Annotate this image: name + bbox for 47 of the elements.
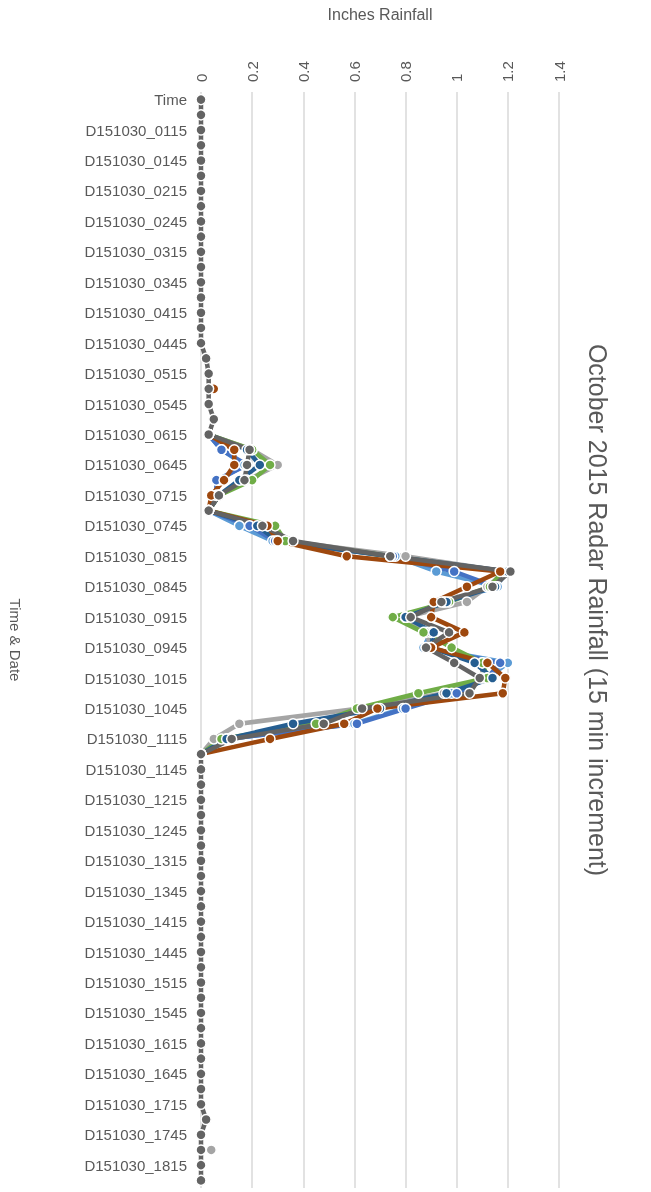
y-tick-label: D151030_1045	[84, 700, 187, 717]
y-tick-label: D151030_1015	[84, 669, 187, 687]
y-tick-label: D151030_0745	[84, 517, 187, 535]
y-tick-label: D151030_0245	[84, 212, 187, 230]
y-tick-label: D151030_1245	[84, 821, 187, 839]
y-tick-label: D151030_1645	[84, 1065, 187, 1083]
x-tick-label: 1.4	[550, 61, 568, 82]
y-tick-label: D151030_0115	[85, 121, 187, 139]
y-tick-label: D151030_1615	[84, 1034, 187, 1052]
y-tick-label: D151030_0545	[84, 395, 187, 413]
y-tick-label: D151030_1515	[84, 974, 187, 991]
y-tick-label: D151030_0415	[84, 304, 187, 322]
y-tick-label: D151030_1215	[84, 791, 187, 809]
x-tick-label: 0.4	[294, 61, 312, 82]
y-tick-label: D151030_1815	[84, 1156, 187, 1174]
y-tick-label: D151030_0515	[84, 365, 187, 383]
x-tick-label: 1.2	[499, 61, 517, 82]
text: October 2015 Radar Rainfall (15 min increment)	[584, 343, 612, 877]
x-tick-label: 0.6	[345, 61, 363, 82]
y-tick-label: Time	[154, 91, 187, 109]
x-axis-title: Inches Rainfall	[327, 5, 433, 23]
y-tick-label: D151030_1715	[84, 1095, 187, 1113]
y-tick-label: D151030_0145	[84, 152, 187, 169]
y-tick-label: D151030_1415	[84, 913, 187, 931]
y-tick-label: D151030_0815	[84, 547, 187, 565]
y-tick-label: D151030_0215	[84, 182, 187, 200]
y-tick-label: D151030_0845	[84, 578, 187, 596]
y-tick-label: D151030_1545	[84, 1004, 187, 1022]
y-tick-label: D151030_0315	[84, 243, 187, 261]
x-tick-label: 0.8	[397, 61, 415, 82]
y-axis-title: Time & Date	[7, 598, 24, 682]
y-tick-label: D151030_0715	[84, 486, 187, 504]
x-tick-label: 1	[448, 73, 466, 82]
y-tick-label: D151030_0445	[84, 334, 187, 352]
y-tick-label: D151030_0645	[84, 456, 187, 474]
x-tick-label: 0.2	[243, 61, 261, 82]
y-tick-label: D151030_1445	[84, 943, 187, 961]
y-tick-label: D151030_1315	[84, 852, 187, 870]
x-tick-label: 0	[192, 73, 210, 82]
y-tick-label: D151030_0345	[84, 273, 187, 291]
y-tick-label: D151030_0915	[84, 608, 187, 626]
y-tick-label: D151030_0945	[84, 639, 187, 657]
y-tick-label: D151030_1345	[84, 882, 187, 900]
y-tick-label: D151030_0615	[84, 426, 187, 443]
y-tick-label: D151030_1145	[85, 760, 187, 778]
y-tick-label: D151030_1745	[84, 1126, 187, 1144]
y-tick-label: D151030_1115	[86, 730, 187, 748]
